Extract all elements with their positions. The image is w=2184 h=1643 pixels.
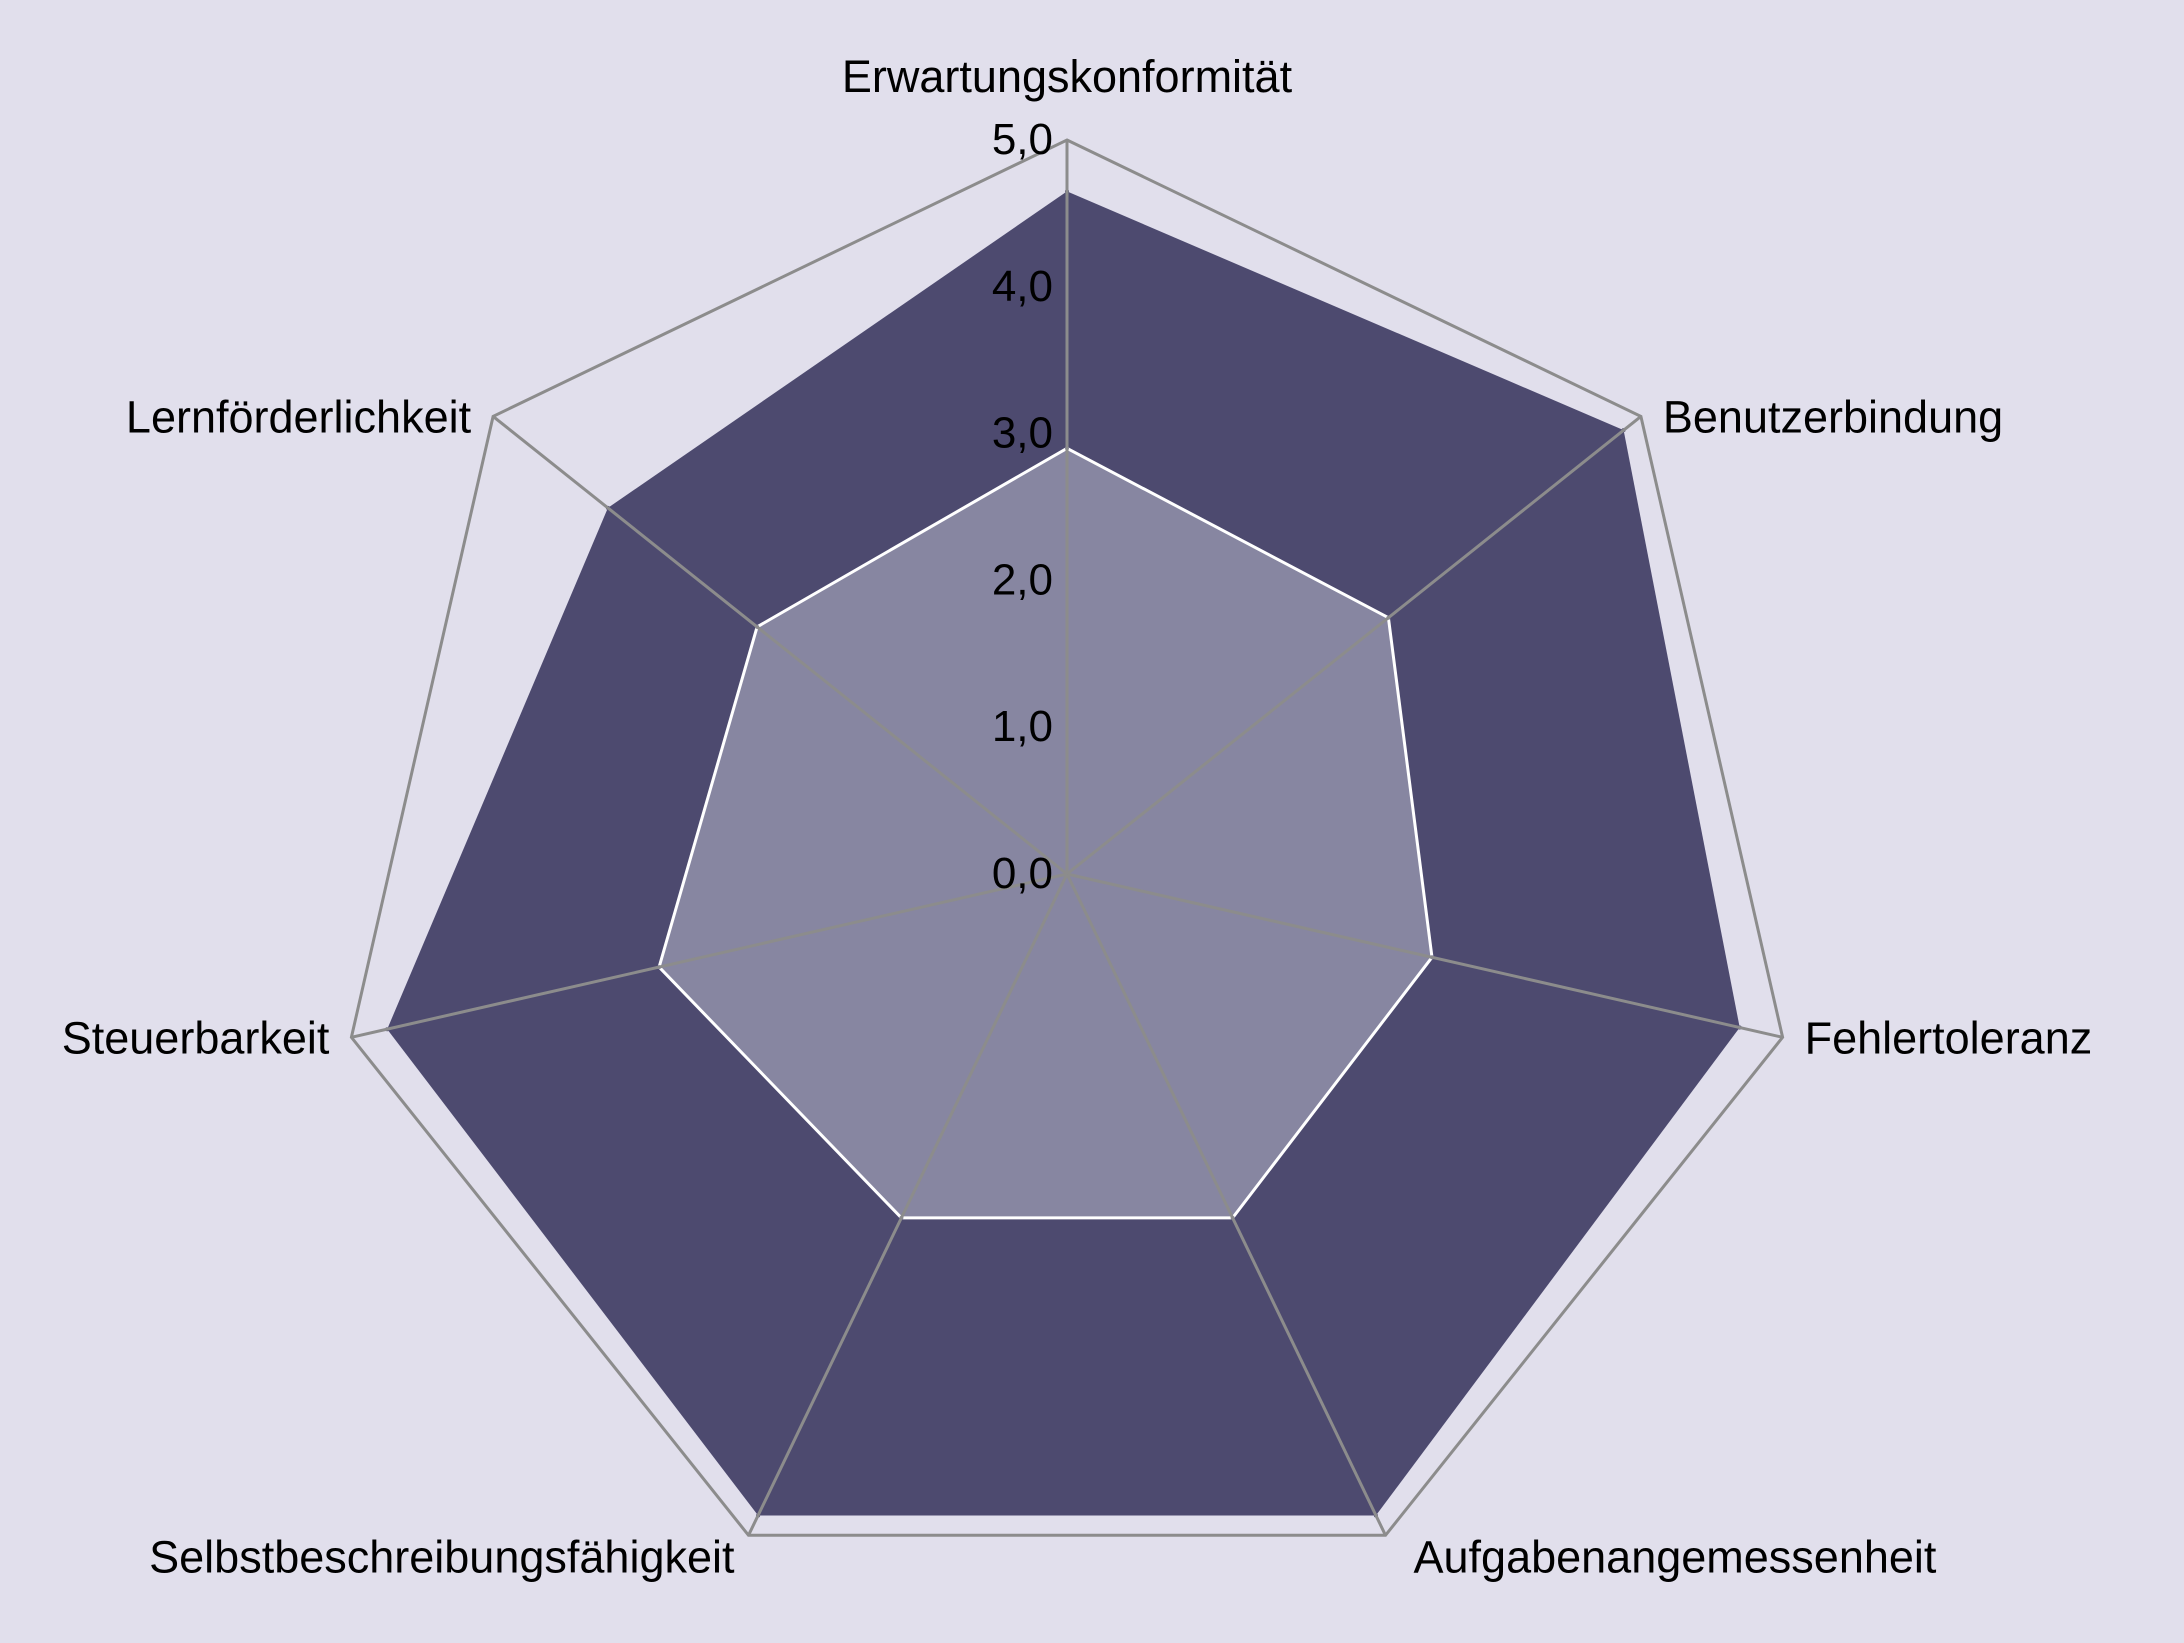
category-label: Fehlertoleranz bbox=[1805, 1012, 2093, 1063]
grid-layer bbox=[349, 138, 1785, 1537]
grid-ring bbox=[349, 138, 1785, 1537]
axis-spoke-2 bbox=[1066, 415, 1642, 876]
tick-label: 1,0 bbox=[992, 702, 1053, 751]
series-layer bbox=[385, 189, 1742, 1518]
axis-spoke-6 bbox=[351, 872, 1068, 1039]
category-label: Aufgabenangemessenheit bbox=[1414, 1531, 1937, 1582]
series-2-area bbox=[657, 446, 1434, 1220]
tick-label: 4,0 bbox=[992, 262, 1053, 311]
tick-label-layer: 0,0 1,0 2,0 3,0 4,0 5,0 bbox=[992, 115, 1053, 898]
tick-label: 3,0 bbox=[992, 409, 1053, 458]
tick-label: 2,0 bbox=[992, 555, 1053, 604]
category-label: Steuerbarkeit bbox=[62, 1012, 330, 1063]
category-label: Erwartungskonformität bbox=[842, 51, 1293, 102]
category-label: Benutzerbindung bbox=[1663, 391, 2003, 442]
category-label: Lernförderlichkeit bbox=[126, 391, 472, 442]
category-label: Selbstbeschreibungsfähigkeit bbox=[149, 1531, 735, 1582]
tick-label: 0,0 bbox=[992, 849, 1053, 898]
axis-spoke-3 bbox=[1066, 872, 1783, 1039]
tick-label: 5,0 bbox=[992, 115, 1053, 164]
axis-spoke-5 bbox=[747, 873, 1069, 1536]
axis-spoke-4 bbox=[1065, 873, 1387, 1536]
axis-label-layer: Erwartungskonformität Benutzerbindung Fehl… bbox=[62, 51, 2093, 1582]
axis-spoke-7 bbox=[492, 415, 1068, 876]
